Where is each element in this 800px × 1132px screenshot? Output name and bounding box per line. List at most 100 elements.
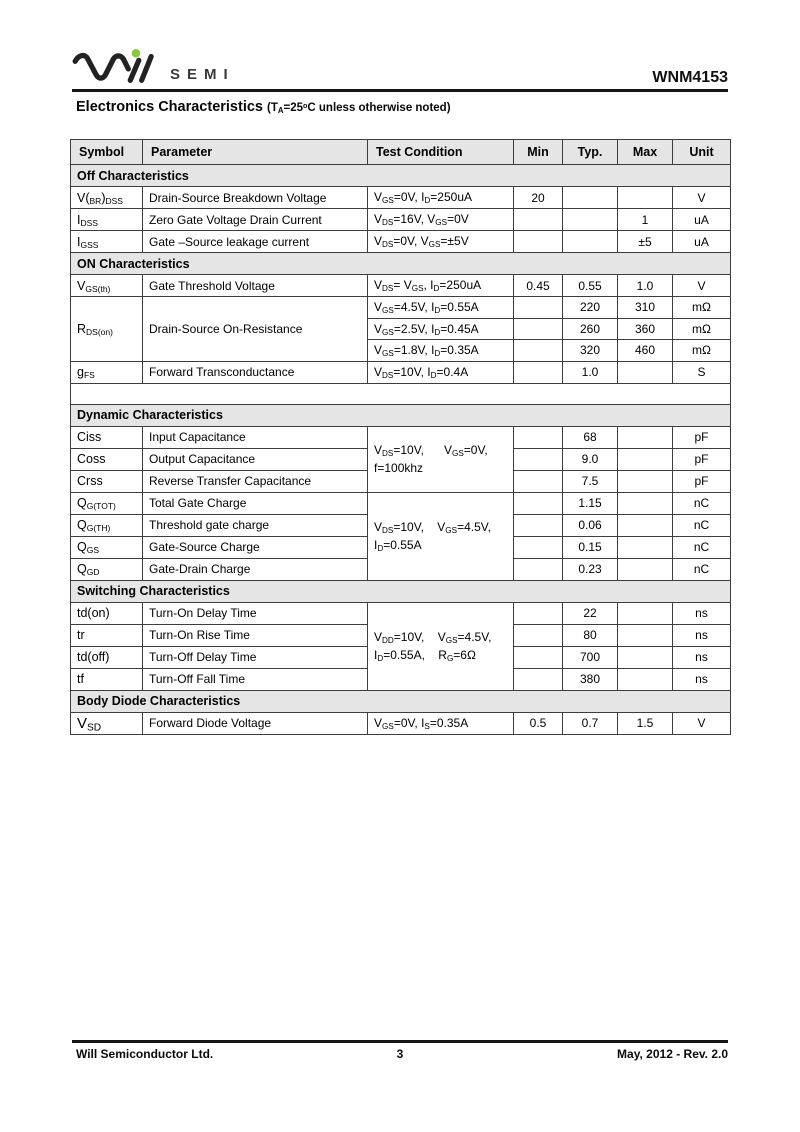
cell-par: Drain-Source Breakdown Voltage [142, 186, 368, 209]
header-rule [72, 89, 728, 92]
cell-sym: tr [70, 623, 143, 647]
cell-min [513, 317, 563, 341]
cell-typ: 0.06 [562, 513, 618, 537]
cell-cond: VDS=0V, VGS=±5V [367, 230, 514, 253]
cell-par: Total Gate Charge [142, 491, 368, 515]
table-row: VGS=1.8V, ID=0.35A 320 460 mΩ [71, 339, 731, 362]
cell-typ: 1.0 [562, 360, 618, 384]
logo-green-dot [131, 48, 141, 58]
cell-par: Turn-On Rise Time [142, 623, 368, 647]
section-label: Off Characteristics [70, 164, 731, 187]
table-row: tr Turn-On Rise Time 80 ns [70, 623, 731, 647]
cell-max [617, 425, 673, 449]
cell-sym: QGS [70, 535, 143, 559]
cell-unit: V [672, 186, 731, 209]
cell-cond: VDS=10V, VGS=4.5V, ID=0.55A [367, 491, 514, 581]
cell-min [513, 230, 563, 253]
footer-page-number: 3 [396, 1047, 404, 1061]
footer-rule [72, 1040, 728, 1043]
column-header: Unit [672, 139, 731, 165]
cell-par: Zero Gate Voltage Drain Current [142, 208, 368, 231]
cell-max: 1.0 [617, 274, 673, 297]
table-row: VSD Forward Diode Voltage VGS=0V, IS=0.35A… [70, 711, 731, 735]
cell-unit: mΩ [672, 296, 731, 319]
cell-par: Turn-On Delay Time [142, 601, 368, 625]
cell-sym: IGSS [70, 230, 143, 253]
cell-cond: VDS= VGS, ID=250uA [367, 274, 514, 297]
cell-unit: pF [672, 425, 731, 449]
cell-min [513, 601, 563, 625]
cell-typ: 0.55 [562, 274, 618, 297]
table-row: IGSS Gate –Source leakage current VDS=0V, … [70, 230, 731, 253]
cell-cond: VGS=1.8V, ID=0.35A [367, 339, 514, 362]
cell-max [617, 186, 673, 209]
cell-cond: VDS=10V, VGS=0V, f=100khz [367, 425, 514, 493]
cell-cond: VDS=10V, ID=0.4A [367, 360, 514, 384]
section-label: Switching Characteristics [70, 579, 731, 603]
cell-par: Gate-Source Charge [142, 535, 368, 559]
cell-unit: nC [672, 491, 731, 515]
cell-min [513, 208, 563, 231]
cell-typ: 380 [562, 667, 618, 691]
cell-max [617, 557, 673, 581]
cell-min [513, 535, 563, 559]
cell-max [617, 601, 673, 625]
title-condition: (TA=25oC unless otherwise noted) [267, 101, 451, 115]
cell-min [513, 425, 563, 449]
cell-cond: VDD=10V, VGS=4.5V, ID=0.55A, RG=6Ω [367, 601, 514, 691]
section-label: Dynamic Characteristics [70, 403, 731, 427]
cell-min [513, 645, 563, 669]
cell-max [617, 491, 673, 515]
cell-unit: mΩ [672, 317, 731, 341]
cell-min: 0.5 [513, 711, 563, 735]
section-row: Body Diode Characteristics [70, 689, 731, 713]
table-head: Symbol Parameter Test Condition Min Typ. Max U… [70, 139, 731, 165]
cell-par: Forward Transconductance [142, 360, 368, 384]
cell-max: ±5 [617, 230, 673, 253]
cell-unit: uA [672, 230, 731, 253]
cell-max [617, 645, 673, 669]
cell-sym: td(on) [70, 601, 143, 625]
cell-max [617, 623, 673, 647]
column-header: Symbol [70, 139, 143, 165]
table-row: IDSS Zero Gate Voltage Drain Current VDS=1… [70, 208, 731, 231]
table-row: VGS=2.5V, ID=0.45A 260 360 mΩ [71, 317, 731, 341]
cell-unit: V [672, 274, 731, 297]
cell-typ: 0.23 [562, 557, 618, 581]
table-row: gFS Forward Transconductance VDS=10V, ID=0… [70, 360, 731, 384]
table-header-row: Symbol Parameter Test Condition Min Typ. Max U… [70, 139, 731, 165]
cell-par: Turn-Off Delay Time [142, 645, 368, 669]
cell-typ: 80 [562, 623, 618, 647]
cell-max [617, 469, 673, 493]
cell-min [513, 447, 563, 471]
page-title: Electronics Characteristics (TA=25oC unl… [76, 99, 451, 115]
cell-typ: 320 [562, 339, 618, 362]
cell-max [617, 535, 673, 559]
table-row: V(BR)DSS Drain-Source Breakdown Voltage VG… [70, 186, 731, 209]
table-row: VGS(th) Gate Threshold Voltage VDS= VGS, I… [70, 274, 731, 297]
cell-sym: Crss [70, 469, 143, 493]
cell-par: Gate Threshold Voltage [142, 274, 368, 297]
spacer-cell [70, 382, 731, 405]
cell-typ: 0.7 [562, 711, 618, 735]
page-footer: 3 Will Semiconductor Ltd. May, 2012 - Re… [72, 1047, 728, 1063]
cell-unit: ns [672, 667, 731, 691]
cell-unit: ns [672, 601, 731, 625]
cell-typ [562, 208, 618, 231]
brand-logo: SEMI [72, 48, 235, 86]
table-row: QGD Gate-Drain Charge 0.23 nC [70, 557, 731, 581]
cell-sym: QGD [70, 557, 143, 581]
title-main: Electronics Characteristics [76, 99, 263, 115]
logo-text: SEMI [170, 66, 235, 83]
cell-max [617, 360, 673, 384]
cell-unit: S [672, 360, 731, 384]
cell-cond: VDS=16V, VGS=0V [367, 208, 514, 231]
cell-sym: td(off) [70, 645, 143, 669]
cell-min [513, 296, 563, 319]
cell-typ: 1.15 [562, 491, 618, 515]
column-header: Max [617, 139, 673, 165]
cell-sym: RDS(on) [70, 296, 143, 362]
cell-min [513, 491, 563, 515]
cell-unit: pF [672, 469, 731, 493]
